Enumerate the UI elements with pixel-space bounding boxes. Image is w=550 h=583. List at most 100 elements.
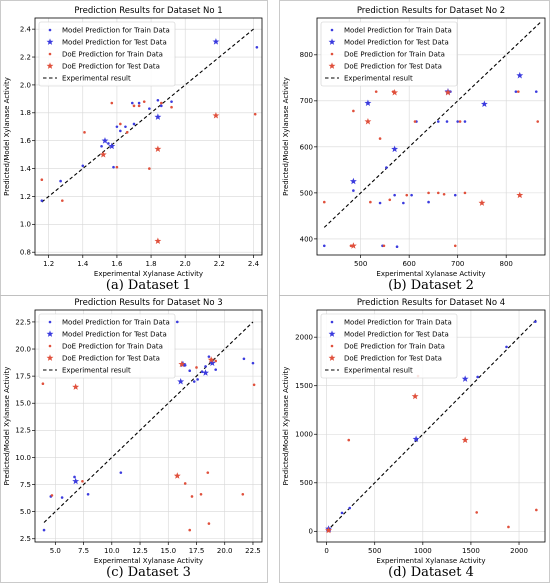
doe-test-point [516, 191, 524, 199]
model-train-point [81, 164, 85, 168]
doe-train-point [40, 178, 44, 182]
doe-test-point [349, 242, 357, 249]
legend-swatch-model-train [330, 320, 334, 324]
model-test-point [208, 359, 216, 367]
model-train-point [107, 142, 110, 145]
plot-frame [34, 17, 263, 256]
legend-label: DoE Prediction for Train Data [344, 51, 445, 59]
model-train-point [196, 378, 199, 381]
doe-train-point [142, 100, 146, 103]
x-tick-label: 1.8 [145, 260, 156, 268]
legend-swatch-model-train [48, 320, 52, 324]
y-tick-label: 400 [300, 235, 313, 243]
y-axis-label: Predicted/Model Xylanase Activity [3, 367, 11, 486]
model-train-point [192, 380, 196, 383]
model-train-point [453, 193, 457, 197]
legend-label: DoE Prediction for Test Data [344, 355, 442, 363]
legend-swatch-doe-test [46, 62, 54, 69]
legend-swatch-model-test [46, 330, 54, 337]
doe-train-point [132, 104, 136, 108]
x-tick-label: 2.2 [214, 260, 225, 268]
x-tick-label: 1.2 [43, 260, 54, 268]
model-train-point [255, 45, 259, 49]
legend-swatch-doe-test [328, 62, 336, 69]
model-train-point [188, 369, 192, 373]
model-train-point [463, 120, 467, 123]
y-tick-label: 2.5 [20, 535, 31, 543]
y-tick-label: 1.0 [20, 221, 31, 229]
doe-train-point [125, 131, 129, 134]
panel-caption: (a) Dataset 1 [106, 278, 191, 293]
legend-label: Model Prediction for Train Data [344, 319, 452, 327]
plot-frame [316, 17, 546, 256]
model-train-point [322, 244, 326, 248]
legend-label: Model Prediction for Test Data [62, 39, 167, 47]
doe-train-point [517, 90, 520, 93]
legend-swatch-model-train [330, 28, 334, 32]
doe-train-point [352, 109, 355, 113]
y-axis-label: Predicted/Model Xylanase Activity [3, 77, 11, 196]
doe-train-point [206, 471, 210, 474]
y-tick-label: 700 [300, 97, 313, 105]
model-train-point [378, 201, 382, 205]
model-train-point [170, 100, 173, 103]
x-tick-label: 5.0 [50, 547, 61, 555]
y-tick-label: 2.4 [20, 26, 32, 34]
legend-label: Model Prediction for Test Data [62, 331, 167, 339]
doe-train-point [253, 112, 257, 116]
legend-swatch-model-train [48, 28, 52, 32]
doe-test-point [99, 151, 107, 158]
legend-box [38, 313, 176, 379]
y-tick-label: 15.0 [15, 400, 31, 408]
legend-box [320, 21, 458, 87]
doe-train-point [61, 199, 64, 202]
model-test-point [364, 99, 372, 107]
legend-swatch-model-test [46, 38, 54, 45]
experimental-line [43, 321, 254, 523]
model-train-point [348, 506, 352, 510]
model-train-point [132, 122, 136, 126]
y-tick-label: 5.0 [20, 508, 31, 516]
model-test-point [516, 71, 524, 79]
legend-label: DoE Prediction for Train Data [344, 343, 445, 351]
y-tick-label: 10.0 [15, 454, 31, 462]
model-train-point [112, 165, 115, 169]
legend-label: Experimental result [344, 367, 413, 375]
x-tick-label: 2.4 [248, 260, 260, 268]
legend-label: Model Prediction for Test Data [344, 39, 449, 47]
y-tick-label: 1.6 [20, 137, 32, 145]
panel-caption: (b) Dataset 2 [388, 278, 474, 293]
model-train-point [534, 320, 537, 323]
doe-test-point [173, 472, 181, 479]
doe-train-point [41, 382, 45, 386]
x-tick-label: 17.5 [189, 547, 205, 555]
doe-train-point [458, 120, 462, 123]
model-train-point [115, 125, 119, 129]
doe-train-point [536, 120, 540, 123]
y-tick-label: 0.8 [20, 249, 31, 257]
legend-label: Experimental result [62, 367, 131, 375]
doe-test-point [212, 111, 220, 119]
model-train-point [445, 120, 449, 123]
y-tick-label: 1.8 [20, 109, 31, 117]
legend-swatch-doe-test [46, 354, 54, 361]
model-train-point [130, 101, 134, 105]
doe-test-point [325, 526, 332, 534]
x-tick-label: 500 [354, 260, 367, 268]
doe-train-point [427, 191, 430, 195]
panel-c: Prediction Results for Dataset No 3 5.0 7.… [0, 295, 268, 583]
doe-train-point [83, 131, 86, 134]
x-axis-label: Experimental Xylanase Activity [376, 270, 485, 278]
model-train-point [119, 471, 123, 474]
y-tick-label: 500 [300, 479, 313, 487]
chart-title: Prediction Results for Dataset No 1 [74, 6, 222, 16]
legend-label: DoE Prediction for Train Data [62, 343, 163, 351]
doe-train-point [81, 479, 84, 483]
y-tick-label: 1000 [295, 431, 313, 439]
plot-frame [34, 309, 263, 543]
y-tick-label: 2.2 [20, 53, 31, 61]
model-train-point [42, 528, 46, 532]
plot-frame [316, 309, 546, 543]
model-test-point [461, 375, 469, 382]
legend-swatch-doe-train [330, 52, 334, 56]
